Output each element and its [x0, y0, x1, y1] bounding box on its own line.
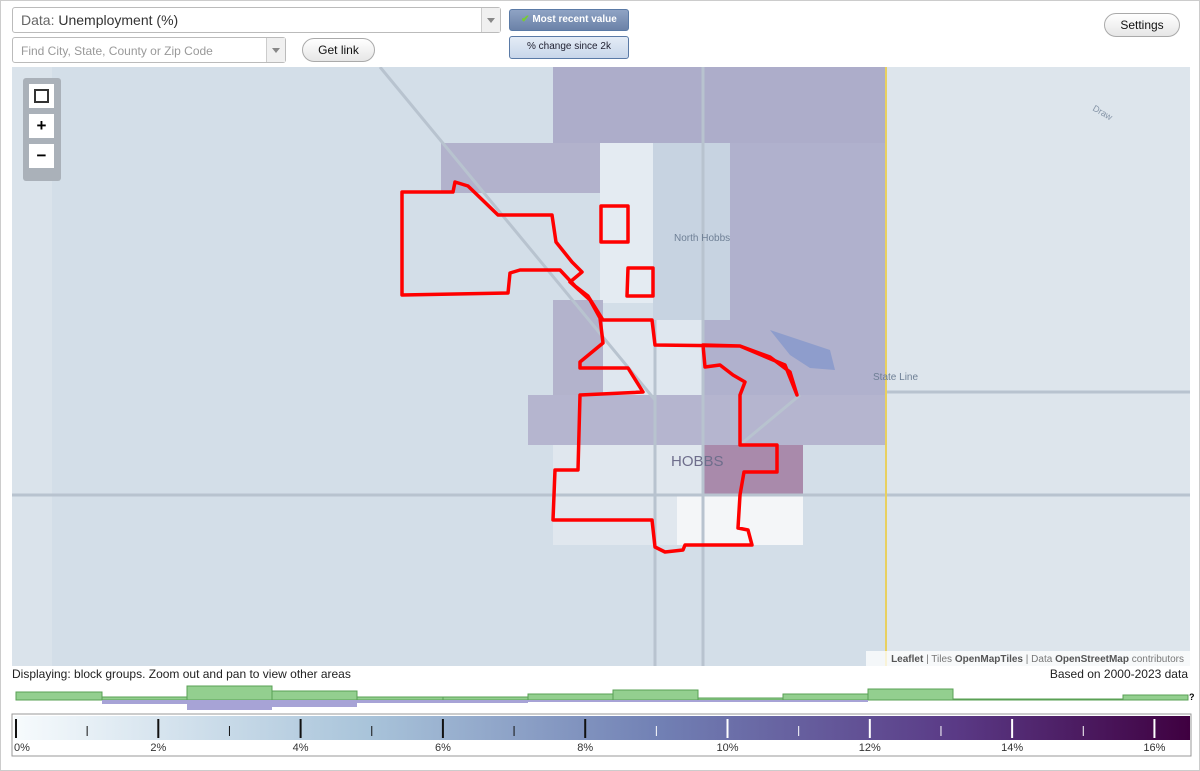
- attribution-link[interactable]: Leaflet: [891, 654, 924, 665]
- legend-gradient: [14, 716, 1190, 740]
- legend: ? 0% 2% 4% 6% 8% 10% 12% 14% 16%: [11, 685, 1195, 757]
- lake: [770, 330, 835, 370]
- legend-tick-label: 14%: [1001, 742, 1023, 754]
- zoom-out-button[interactable]: [29, 144, 54, 168]
- histogram-current: [15, 685, 1189, 701]
- city-label: HOBBS: [671, 453, 724, 470]
- city-boundary: [400, 180, 799, 554]
- roads: [12, 67, 1190, 666]
- legend-tick-label: 6%: [435, 742, 451, 754]
- get-link-button[interactable]: Get link: [302, 38, 375, 62]
- attribution-box: [866, 651, 1190, 666]
- legend-tick-label: 0%: [14, 742, 30, 754]
- legend-tick-label: 12%: [859, 742, 881, 754]
- attribution-text: Tiles: [931, 654, 952, 665]
- region: [553, 67, 886, 143]
- attribution-link[interactable]: OpenStreetMap: [1055, 654, 1129, 665]
- attribution: Leaflet | Tiles OpenMapTiles | Data Open…: [891, 654, 1184, 665]
- zoom-in[interactable]: +: [37, 116, 47, 135]
- region: [528, 395, 886, 445]
- dropdown-arrow: [481, 8, 500, 32]
- data-select[interactable]: Data: Unemployment (%): [12, 7, 501, 33]
- attribution-text: contributors: [1132, 654, 1184, 665]
- legend-tick-label: 16%: [1143, 742, 1165, 754]
- help-mark[interactable]: ?: [1189, 692, 1195, 702]
- legend-tick-label: 8%: [577, 742, 593, 754]
- zoom-out[interactable]: −: [37, 146, 47, 165]
- zoom-in-button[interactable]: [29, 114, 54, 138]
- region: [553, 300, 603, 395]
- search-box[interactable]: Find City, State, County or Zip Code: [12, 37, 286, 63]
- legend-tick-label: 4%: [293, 742, 309, 754]
- change-toggle[interactable]: % change since 2k: [509, 36, 629, 59]
- fullscreen-button[interactable]: [29, 84, 54, 108]
- search-placeholder: Find City, State, County or Zip Code: [21, 44, 213, 58]
- region: [886, 67, 1190, 666]
- attribution-text: Data: [1031, 654, 1053, 665]
- place-label: North Hobbs: [674, 233, 730, 244]
- attribution-link[interactable]: OpenMapTiles: [955, 654, 1024, 665]
- legend-tick-label: 2%: [150, 742, 166, 754]
- region: [653, 143, 730, 320]
- most-recent-label: Most recent value: [532, 14, 617, 25]
- histogram-baseline: [102, 700, 868, 710]
- region: [703, 445, 803, 495]
- legend-tick-label: 10%: [716, 742, 738, 754]
- data-value: Unemployment (%): [58, 12, 179, 28]
- based-on-note: Based on 2000-2023 data: [1049, 667, 1188, 681]
- most-recent-toggle[interactable]: ✔ Most recent value: [509, 9, 629, 31]
- dropdown-arrow: [266, 38, 285, 62]
- fullscreen-icon: [34, 89, 49, 103]
- check-icon: ✔: [521, 14, 533, 25]
- settings-button[interactable]: Settings: [1104, 13, 1180, 37]
- map[interactable]: North Hobbs State Line HOBBS Draw + − Le…: [12, 67, 1190, 666]
- place-label: State Line: [873, 372, 918, 383]
- displaying-note: Displaying: block groups. Zoom out and p…: [12, 667, 351, 681]
- data-label: Data:: [21, 12, 55, 28]
